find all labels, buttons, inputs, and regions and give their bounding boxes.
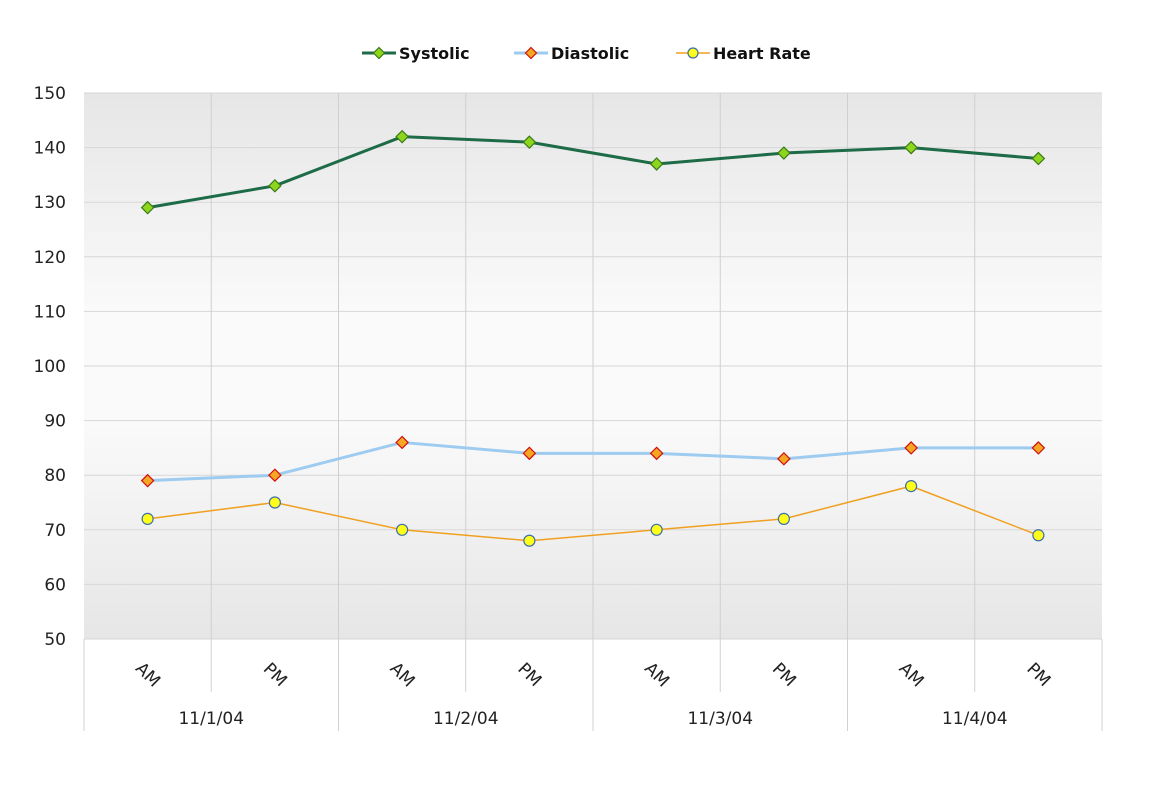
series-line <box>147 485 1039 542</box>
x-group-label: 11/4/04 <box>942 709 1008 729</box>
data-point <box>1031 441 1046 455</box>
data-point <box>649 446 664 461</box>
series-1 <box>140 435 1046 488</box>
data-point <box>777 146 791 160</box>
legend-label: Heart Rate <box>713 44 811 63</box>
series-layer <box>140 129 1046 547</box>
x-group-label: 11/2/04 <box>433 709 499 729</box>
y-tick-label: 70 <box>44 521 66 541</box>
data-point <box>777 451 791 466</box>
data-point <box>904 140 918 155</box>
x-tick-label: AM <box>895 659 928 692</box>
x-tick-label: PM <box>259 659 291 691</box>
x-group-label: 11/1/04 <box>178 709 244 729</box>
data-point <box>523 534 536 547</box>
data-point <box>268 496 281 509</box>
series-line <box>147 135 1039 210</box>
data-point <box>649 157 664 171</box>
data-point <box>524 46 538 60</box>
y-tick-label: 60 <box>44 575 66 595</box>
y-tick-label: 100 <box>34 357 66 377</box>
y-tick-label: 80 <box>44 466 66 486</box>
x-tick-label: AM <box>640 659 673 692</box>
series-line <box>147 440 1039 483</box>
x-tick-label: AM <box>386 659 419 692</box>
x-tick-label: PM <box>1022 659 1054 691</box>
data-point <box>522 135 537 149</box>
data-point <box>395 435 409 450</box>
data-point <box>141 512 154 525</box>
data-point <box>395 129 409 144</box>
legend-label: Systolic <box>399 44 470 63</box>
y-tick-label: 50 <box>44 630 66 650</box>
data-point <box>1032 529 1045 542</box>
data-point <box>905 480 918 493</box>
series-2 <box>141 480 1045 547</box>
data-point <box>268 468 282 483</box>
y-tick-label: 120 <box>34 248 66 268</box>
data-point <box>777 512 790 525</box>
data-point <box>268 178 282 193</box>
y-tick-label: 90 <box>44 412 66 432</box>
data-point <box>140 200 155 215</box>
y-tick-label: 130 <box>34 193 66 213</box>
data-point <box>522 446 537 461</box>
y-tick-label: 150 <box>34 84 66 104</box>
x-tick-label: PM <box>768 659 800 691</box>
series-0 <box>140 129 1046 215</box>
y-tick-label: 140 <box>34 139 66 159</box>
data-point <box>372 46 386 60</box>
data-point <box>140 473 155 488</box>
y-tick-label: 110 <box>34 302 66 322</box>
data-point <box>650 523 663 536</box>
legend: Systolic Diastolic Heart Rate <box>362 44 811 63</box>
data-point <box>1031 151 1046 166</box>
x-tick-label: AM <box>131 659 164 692</box>
data-point <box>904 441 918 455</box>
data-point <box>396 523 409 536</box>
x-group-label: 11/3/04 <box>687 709 753 729</box>
legend-label: Diastolic <box>551 44 629 63</box>
data-point <box>687 47 699 59</box>
x-tick-label: PM <box>513 659 545 691</box>
